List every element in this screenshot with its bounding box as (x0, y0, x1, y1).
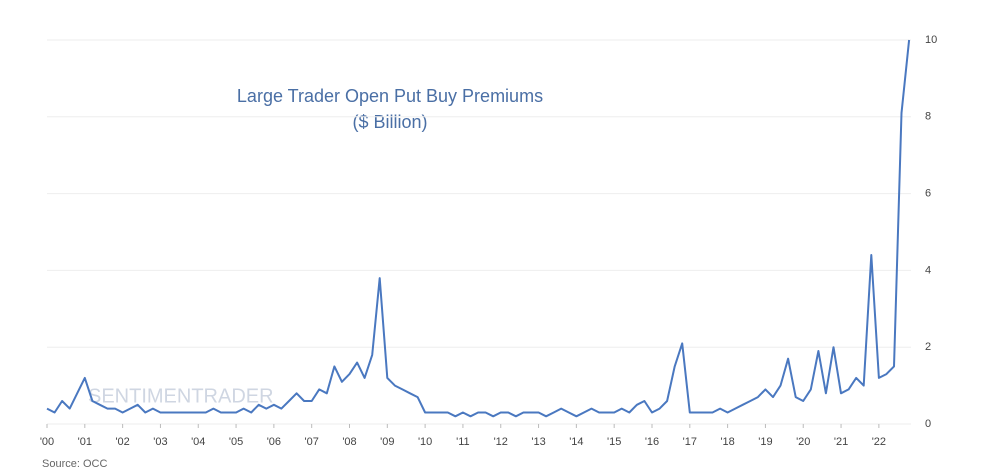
x-tick-label: '08 (342, 436, 356, 448)
x-tick-label: '18 (720, 436, 734, 448)
x-tick-label: '12 (494, 436, 508, 448)
chart-subtitle: ($ Billion) (352, 112, 427, 132)
watermark: SENTIMENTRADER (88, 385, 274, 407)
x-tick-label: '02 (115, 436, 129, 448)
x-tick-label: '06 (267, 436, 281, 448)
y-tick-label: 0 (925, 418, 931, 430)
x-tick-label: '01 (78, 436, 92, 448)
y-tick-label: 4 (925, 264, 931, 276)
x-tick-label: '20 (796, 436, 810, 448)
x-tick-label: '03 (153, 436, 167, 448)
x-tick-label: '09 (380, 436, 394, 448)
x-tick-label: '21 (834, 436, 848, 448)
series-line (46, 39, 911, 418)
x-tick-label: '13 (531, 436, 545, 448)
y-tick-label: 2 (925, 341, 931, 353)
x-tick-label: '22 (872, 436, 886, 448)
source-note: Source: OCC (42, 458, 107, 470)
x-tick-label: '14 (569, 436, 583, 448)
x-tick-label: '07 (305, 436, 319, 448)
y-tick-label: 8 (925, 111, 931, 123)
x-tick-label: '15 (607, 436, 621, 448)
x-tick-label: '16 (645, 436, 659, 448)
x-tick-label: '05 (229, 436, 243, 448)
y-tick-label: 10 (925, 34, 937, 46)
x-tick-label: '04 (191, 436, 205, 448)
x-tick-label: '19 (758, 436, 772, 448)
x-tick-label: '00 (40, 436, 54, 448)
y-tick-label: 6 (925, 188, 931, 200)
x-tick-label: '11 (456, 436, 470, 448)
chart-title: Large Trader Open Put Buy Premiums (237, 86, 543, 106)
x-tick-label: '17 (683, 436, 697, 448)
x-tick-label: '10 (418, 436, 432, 448)
